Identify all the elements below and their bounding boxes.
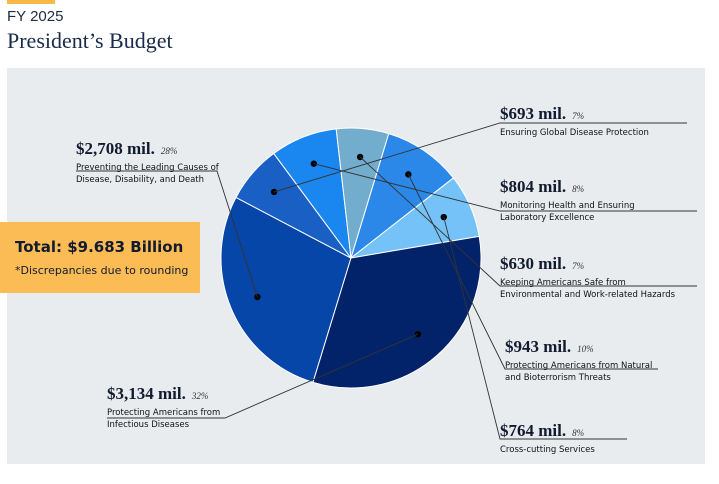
leader-dot [440, 213, 447, 221]
slice-description: Infectious Diseases [107, 420, 190, 430]
budget-pie-chart: $2,708 mil. 28% Preventing the Leading Cau… [76, 104, 697, 455]
leader-line [359, 156, 697, 287]
leader-dot [270, 188, 278, 196]
chart-panel: $2,708 mil. 28% Preventing the Leading Cau… [7, 68, 705, 464]
pie-slice [220, 196, 352, 383]
slice-percent-label: 10% [577, 344, 594, 354]
slice-value-label: $764 mil. [500, 421, 566, 440]
total-amount: Total: $9.683 Billion [15, 238, 184, 256]
slice-description: Environmental and Work-related Hazards [500, 290, 676, 300]
slice-percent-label: 28% [161, 146, 178, 156]
slice-value-label: $3,134 mil. [107, 384, 186, 403]
leader-line [76, 170, 258, 298]
slice-description: Preventing the Leading Causes of [76, 163, 220, 173]
leader-dot [405, 171, 412, 178]
slice-description: Cross-cutting Services [500, 445, 595, 455]
pie-slices [220, 127, 482, 389]
leader-line [407, 174, 658, 370]
slice-description: Monitoring Health and Ensuring [500, 201, 635, 211]
page-title: President’s Budget [7, 28, 173, 53]
slice-percent-label: 8% [572, 184, 584, 194]
slice-description: Laboratory Excellence [500, 213, 594, 223]
slice-description: Protecting Americans from [107, 408, 220, 418]
fiscal-year-label: FY 2025 [7, 8, 64, 25]
slice-value-label: $693 mil. [500, 104, 566, 123]
leader-dot [310, 160, 318, 167]
slice-description: Protecting Americans from Natural [505, 361, 652, 371]
slice-value-label: $2,708 mil. [76, 139, 155, 158]
slice-percent-label: 32% [191, 391, 209, 401]
slice-percent-label: 7% [572, 261, 584, 271]
leader-lines [76, 122, 697, 440]
slice-value-label: $804 mil. [500, 177, 566, 196]
slice-description: Ensuring Global Disease Protection [500, 128, 649, 138]
slice-percent-label: 7% [572, 111, 584, 121]
slice-labels: $2,708 mil. 28% Preventing the Leading Cau… [76, 104, 676, 455]
slice-percent-label: 8% [572, 428, 584, 438]
leader-line [313, 163, 697, 212]
header-accent-bar [7, 0, 55, 4]
leader-line [107, 333, 419, 419]
rounding-note: *Discrepancies due to rounding [15, 264, 189, 277]
slice-value-label: $943 mil. [505, 337, 571, 356]
slice-description: and Bioterrorism Threats [505, 373, 611, 383]
leader-dot [254, 293, 261, 301]
slice-value-label: $630 mil. [500, 254, 566, 273]
total-callout: Total: $9.683 Billion *Discrepancies due… [0, 222, 200, 293]
leader-line [443, 216, 627, 440]
slice-description: Keeping Americans Safe from [500, 278, 626, 288]
slice-description: Disease, Disability, and Death [76, 175, 204, 185]
leader-line [273, 122, 687, 193]
